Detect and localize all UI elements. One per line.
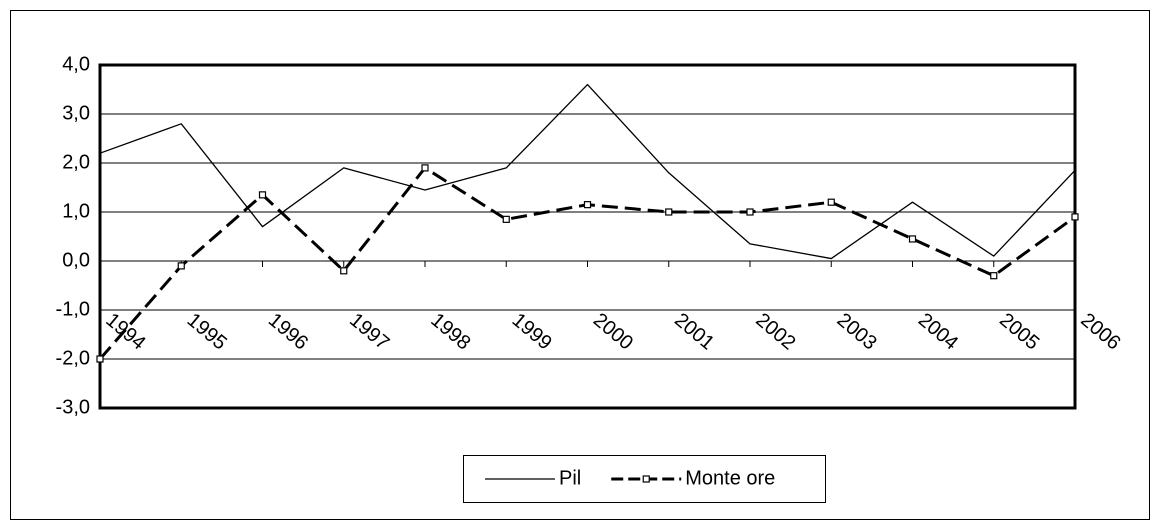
point-marker — [990, 272, 998, 280]
y-tick-label: 2,0 — [62, 151, 90, 173]
y-tick-label: -2,0 — [56, 347, 90, 369]
chart-border — [10, 10, 1150, 520]
point-marker — [583, 201, 592, 209]
y-tick-label: -3,0 — [56, 396, 90, 418]
point-marker — [908, 235, 917, 243]
point-marker — [665, 208, 673, 216]
point-marker — [96, 355, 104, 363]
point-marker — [746, 208, 754, 216]
plot-border — [98, 63, 1077, 410]
y-tick-label: 3,0 — [62, 102, 90, 124]
point-marker — [177, 262, 185, 270]
series-line — [99, 83, 1076, 260]
point-marker — [502, 215, 510, 223]
y-tick-label: 4,0 — [62, 53, 90, 75]
point-marker — [421, 164, 429, 172]
legend-label: Pil — [559, 467, 581, 489]
point-marker — [258, 191, 267, 199]
legend-label: Monte ore — [685, 467, 775, 489]
y-tick-label: -1,0 — [56, 298, 90, 320]
legend-marker — [642, 475, 650, 483]
y-tick-label: 1,0 — [62, 200, 90, 222]
point-marker — [827, 198, 835, 206]
point-marker — [340, 267, 348, 275]
point-marker — [1071, 213, 1079, 221]
y-tick-label: 0,0 — [62, 249, 90, 271]
